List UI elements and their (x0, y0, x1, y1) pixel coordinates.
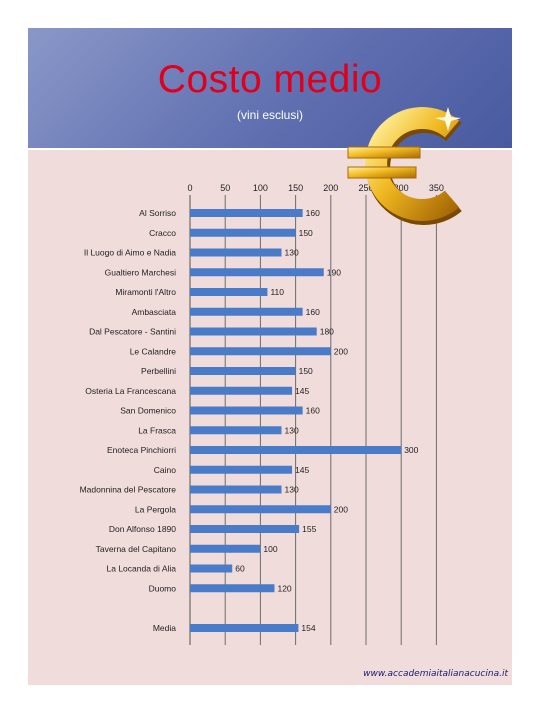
gridlines (189, 195, 437, 645)
category-label: Osteria La Francescana (85, 386, 176, 396)
x-tick-label: 350 (429, 183, 444, 193)
value-label: 150 (299, 366, 313, 376)
x-tick-label: 300 (394, 183, 409, 193)
euro-sign-icon (347, 107, 462, 225)
category-label: Dal Pescatore - Santini (89, 327, 176, 337)
category-label: Madonnina del Pescatore (80, 485, 177, 495)
bar (190, 624, 299, 632)
bar (190, 209, 303, 217)
value-label: 130 (285, 485, 299, 495)
bar (190, 485, 282, 494)
x-tick-label: 250 (358, 183, 373, 193)
bar (190, 584, 275, 593)
chart-panel: 0 50 100 150 200 250 300 350 Al Sorriso Cracco Il… (28, 150, 512, 685)
bars (190, 209, 402, 632)
category-label: Il Luogo di Aimo e Nadia (84, 248, 176, 258)
bar (190, 307, 303, 316)
x-tick-label: 0 (187, 183, 192, 193)
value-label: 145 (295, 465, 309, 475)
category-label: San Domenico (120, 406, 176, 416)
category-label: La Pergola (135, 504, 176, 514)
bar (190, 288, 268, 296)
x-axis-ticks: 0 50 100 150 200 250 300 350 (187, 183, 443, 193)
bar (190, 327, 317, 336)
category-label: La Locanda di Alia (107, 564, 177, 574)
value-label: 150 (299, 228, 313, 238)
value-label: 154 (301, 623, 315, 633)
value-label: 300 (404, 445, 418, 455)
value-label: 130 (285, 248, 299, 258)
bar (190, 268, 324, 277)
value-label: 160 (306, 307, 320, 317)
value-label: 160 (306, 406, 320, 416)
value-label: 180 (320, 327, 334, 337)
value-label: 110 (270, 287, 284, 297)
value-label: 200 (334, 504, 348, 514)
value-label: 145 (295, 386, 309, 396)
bar-chart: 0 50 100 150 200 250 300 350 Al Sorriso Cracco Il… (80, 183, 444, 645)
bar (190, 525, 300, 533)
bar (190, 248, 282, 257)
category-label: Le Calandre (130, 346, 177, 356)
website-url: www.accademiaitalianacucina.it (363, 669, 508, 679)
bar (190, 386, 293, 395)
category-label: Don Alfonso 1890 (109, 524, 176, 534)
value-label: 160 (306, 208, 320, 218)
category-label: Cracco (149, 228, 176, 238)
category-label: Taverna del Capitano (96, 544, 177, 554)
value-label: 60 (235, 564, 245, 574)
x-tick-label: 100 (253, 183, 268, 193)
value-label: 100 (263, 544, 277, 554)
category-label: Perbellini (141, 366, 176, 376)
bar (190, 426, 282, 435)
bar (190, 228, 296, 237)
category-label: Al Sorriso (139, 208, 176, 218)
bar (190, 505, 331, 514)
category-label: Miramonti l'Altro (115, 287, 176, 297)
bar (190, 347, 331, 356)
category-label: Gualtiero Marchesi (105, 267, 176, 277)
bar (190, 564, 233, 573)
bar (190, 465, 293, 474)
category-label: Ambasciata (132, 307, 177, 317)
value-label: 200 (334, 346, 348, 356)
bar (190, 544, 261, 553)
value-label: 130 (285, 425, 299, 435)
category-label: Duomo (149, 583, 177, 593)
x-tick-label: 200 (323, 183, 338, 193)
x-tick-label: 150 (288, 183, 303, 193)
category-label: Media (153, 623, 176, 633)
category-label: Enoteca Pinchiorri (107, 445, 176, 455)
bar (190, 367, 296, 375)
bar (190, 446, 402, 454)
value-label: 155 (302, 524, 316, 534)
value-label: 190 (327, 267, 341, 277)
category-label: La Frasca (138, 425, 176, 435)
bar (190, 406, 303, 415)
page-subtitle: (vini esclusi) (236, 108, 303, 122)
category-label: Caino (154, 465, 176, 475)
header-banner: Costo medio (vini esclusi) (28, 28, 512, 148)
category-labels: Al Sorriso Cracco Il Luogo di Aimo e Nadia… (80, 208, 177, 633)
value-labels: 1601501301901101601802001501451601303001… (235, 208, 418, 633)
value-label: 120 (277, 583, 291, 593)
page-title: Costo medio (157, 58, 383, 101)
x-tick-label: 50 (220, 183, 230, 193)
